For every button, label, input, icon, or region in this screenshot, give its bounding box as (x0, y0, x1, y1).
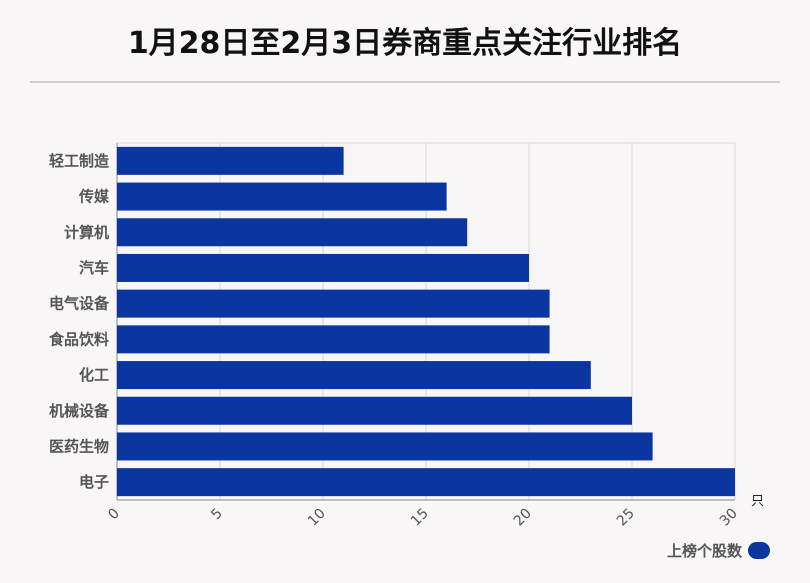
bar (117, 325, 550, 354)
x-tick-label: 15 (408, 506, 432, 530)
y-tick-label: 轻工制造 (49, 152, 109, 170)
y-tick-label: 电气设备 (49, 295, 110, 313)
bar (117, 253, 529, 282)
bar (117, 396, 632, 425)
y-tick-label: 化工 (79, 366, 109, 384)
bar (117, 182, 447, 211)
legend-swatch (748, 542, 770, 559)
bar (117, 361, 591, 390)
legend: 上榜个股数 (667, 540, 770, 561)
x-tick-label: 0 (105, 506, 123, 524)
bar (117, 468, 735, 497)
legend-label: 上榜个股数 (666, 542, 742, 560)
y-tick-label: 机械设备 (49, 402, 110, 420)
bar (117, 146, 344, 175)
title-divider (30, 81, 780, 83)
chart-title: 1月28日至2月3日券商重点关注行业排名 (127, 26, 683, 61)
x-axis-label: 只 (751, 494, 764, 509)
bar (117, 432, 653, 461)
y-tick-label: 计算机 (64, 223, 109, 241)
y-tick-label: 电子 (79, 473, 109, 491)
bar (117, 289, 550, 318)
x-tick-label: 25 (614, 506, 638, 530)
y-tick-label: 食品饮料 (49, 330, 109, 348)
y-tick-label: 医药生物 (49, 437, 109, 455)
x-tick-label: 20 (511, 506, 535, 530)
x-tick-label: 5 (208, 506, 226, 524)
bar (117, 218, 468, 247)
y-tick-label: 传媒 (78, 188, 110, 206)
x-tick-label: 30 (717, 506, 741, 530)
x-tick-label: 10 (305, 506, 329, 530)
y-tick-label: 汽车 (79, 259, 109, 277)
